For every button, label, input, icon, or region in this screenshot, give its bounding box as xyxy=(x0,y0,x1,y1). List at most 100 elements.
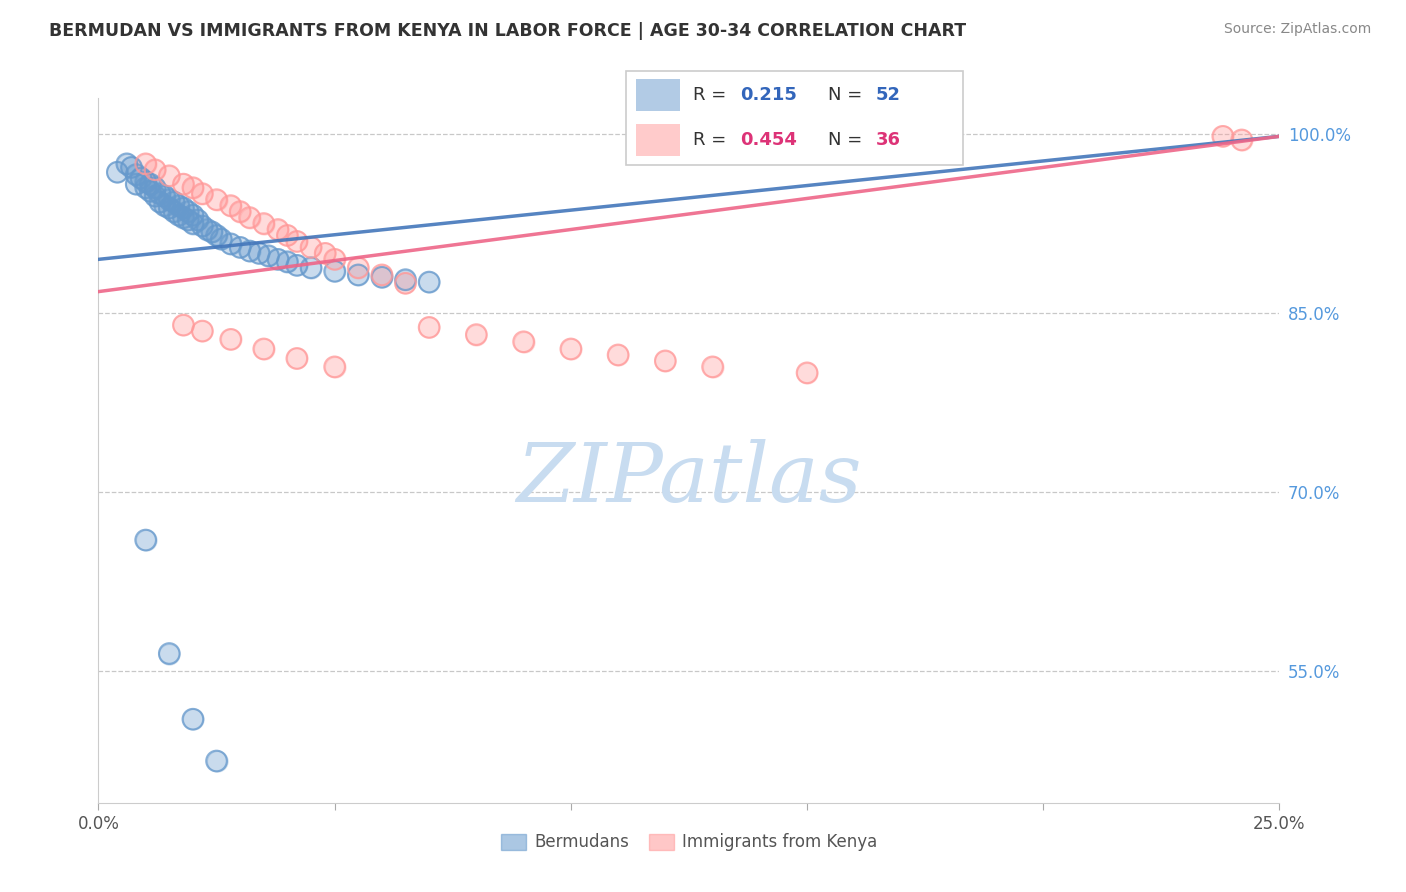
Point xyxy=(257,249,280,263)
Point xyxy=(347,260,370,275)
Point xyxy=(607,348,630,362)
Point xyxy=(205,228,228,243)
Point xyxy=(285,235,308,249)
Point xyxy=(276,254,298,268)
Point xyxy=(177,213,200,227)
Point xyxy=(267,222,290,236)
Point xyxy=(172,211,194,225)
Point xyxy=(172,318,194,332)
Point xyxy=(143,162,166,177)
Point xyxy=(157,169,180,183)
Point xyxy=(143,189,166,203)
Point xyxy=(135,533,157,547)
Point xyxy=(796,366,818,380)
Point xyxy=(135,180,157,194)
Point xyxy=(371,268,394,282)
Point xyxy=(143,180,166,194)
Point xyxy=(219,236,242,251)
Point xyxy=(418,275,440,289)
Point xyxy=(105,165,128,179)
Point xyxy=(191,324,214,338)
Point xyxy=(172,201,194,215)
Point xyxy=(181,180,204,194)
Point xyxy=(139,177,162,191)
Point xyxy=(654,354,676,368)
Point xyxy=(181,217,204,231)
Point xyxy=(394,277,416,291)
Point xyxy=(153,199,176,213)
Text: 0.215: 0.215 xyxy=(741,86,797,103)
Point xyxy=(239,211,262,225)
Point xyxy=(285,351,308,366)
Point xyxy=(153,189,176,203)
Point xyxy=(149,186,172,201)
Point xyxy=(239,244,262,258)
Point xyxy=(276,228,298,243)
Point xyxy=(276,254,298,268)
Point xyxy=(125,177,148,191)
Point xyxy=(139,184,162,198)
Point xyxy=(177,204,200,219)
Point xyxy=(253,342,276,356)
Point xyxy=(191,219,214,233)
Point xyxy=(394,277,416,291)
Point xyxy=(1230,133,1253,147)
Text: ZIPatlas: ZIPatlas xyxy=(516,439,862,518)
Point xyxy=(247,246,270,260)
Point xyxy=(299,240,322,254)
Point xyxy=(143,189,166,203)
Text: R =: R = xyxy=(693,131,733,149)
Point xyxy=(796,366,818,380)
Point xyxy=(219,332,242,346)
Point xyxy=(139,177,162,191)
Point xyxy=(172,211,194,225)
Point xyxy=(702,359,724,374)
Point xyxy=(105,165,128,179)
Point xyxy=(125,168,148,182)
Point xyxy=(314,246,336,260)
FancyBboxPatch shape xyxy=(636,124,679,156)
Point xyxy=(157,193,180,207)
Point xyxy=(299,260,322,275)
Point xyxy=(219,199,242,213)
Point xyxy=(177,213,200,227)
Point xyxy=(323,252,346,267)
Legend: Bermudans, Immigrants from Kenya: Bermudans, Immigrants from Kenya xyxy=(494,827,884,858)
Point xyxy=(149,186,172,201)
Point xyxy=(157,647,180,661)
Point xyxy=(465,327,488,342)
Point xyxy=(418,320,440,334)
FancyBboxPatch shape xyxy=(636,78,679,111)
Point xyxy=(172,177,194,191)
Point xyxy=(323,264,346,278)
Point xyxy=(209,232,232,246)
Point xyxy=(157,169,180,183)
Point xyxy=(167,208,190,222)
Point xyxy=(205,228,228,243)
Point xyxy=(1230,133,1253,147)
Text: 52: 52 xyxy=(876,86,900,103)
Point xyxy=(1212,129,1234,144)
Point xyxy=(267,252,290,267)
Point xyxy=(135,175,157,189)
Point xyxy=(181,208,204,222)
Point xyxy=(285,258,308,272)
Point xyxy=(371,270,394,285)
Point xyxy=(1212,129,1234,144)
Point xyxy=(172,201,194,215)
Point xyxy=(195,222,218,236)
Text: 36: 36 xyxy=(876,131,900,149)
Point xyxy=(135,533,157,547)
Point xyxy=(143,162,166,177)
Text: R =: R = xyxy=(693,86,733,103)
Point xyxy=(371,270,394,285)
Point xyxy=(219,236,242,251)
Point xyxy=(323,359,346,374)
Point xyxy=(702,359,724,374)
Point xyxy=(253,342,276,356)
Point xyxy=(229,204,252,219)
Point xyxy=(219,332,242,346)
Point xyxy=(181,208,204,222)
Point xyxy=(163,194,186,209)
Point xyxy=(135,157,157,171)
